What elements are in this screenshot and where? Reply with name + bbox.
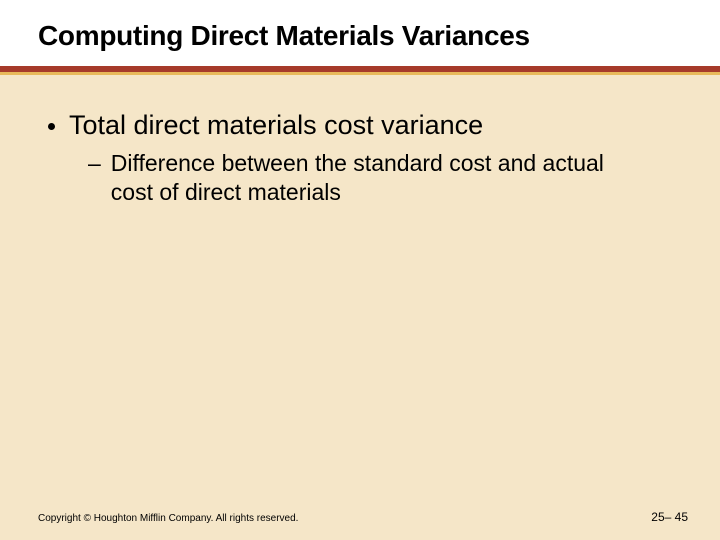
title-area: Computing Direct Materials Variances	[0, 0, 720, 66]
content-area: Total direct materials cost variance – D…	[0, 75, 720, 206]
bullet-item: Total direct materials cost variance	[48, 109, 672, 143]
bullet-text: Total direct materials cost variance	[69, 109, 483, 143]
copyright-text: Copyright © Houghton Mifflin Company. Al…	[38, 513, 298, 524]
footer: Copyright © Houghton Mifflin Company. Al…	[0, 510, 720, 524]
sub-bullet-text: Difference between the standard cost and…	[111, 149, 631, 207]
page-number: 25– 45	[651, 510, 688, 524]
dash-icon: –	[88, 149, 101, 178]
slide-title: Computing Direct Materials Variances	[38, 20, 696, 52]
bullet-dot-icon	[48, 123, 55, 130]
sub-bullet-item: – Difference between the standard cost a…	[88, 149, 672, 207]
